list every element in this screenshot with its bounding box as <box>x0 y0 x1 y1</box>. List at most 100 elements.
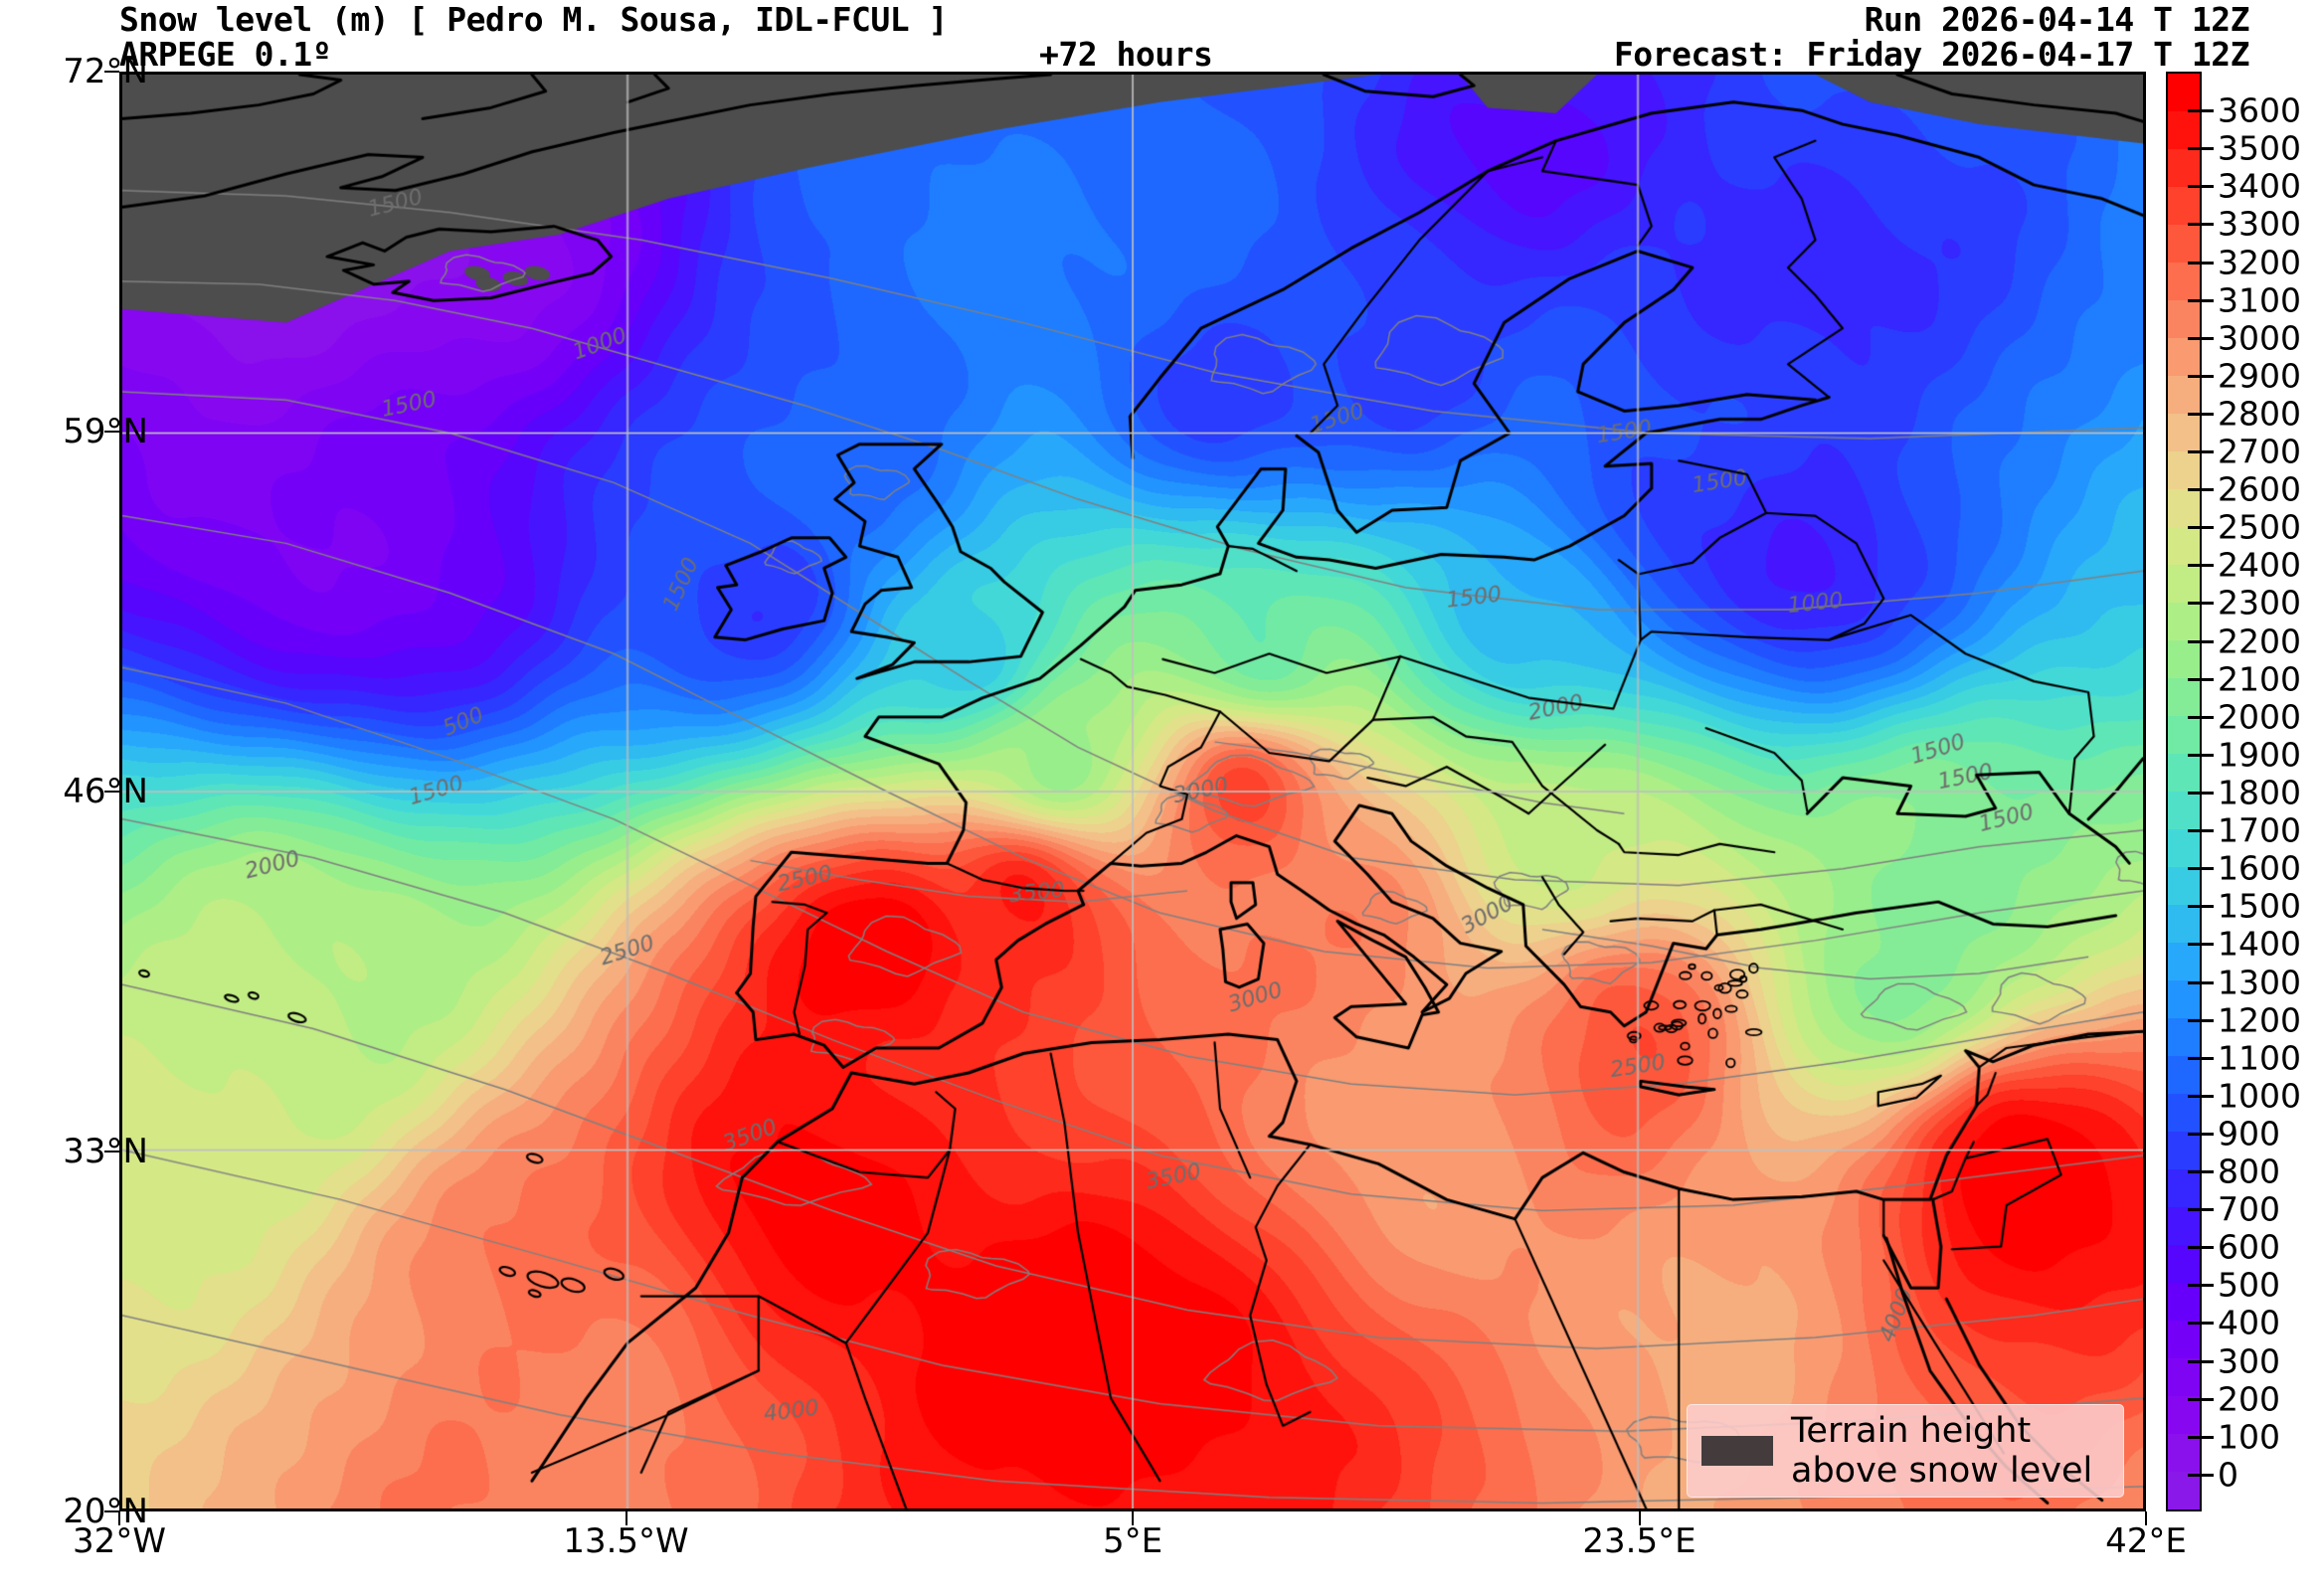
lead-time-label: +72 hours <box>1039 37 1212 72</box>
colorbar-tick-label: 1300 <box>2218 963 2301 1001</box>
colorbar-tick-label: 200 <box>2218 1379 2280 1418</box>
colorbar-tick-label: 2900 <box>2218 356 2301 395</box>
colorbar-tick-label: 1400 <box>2218 925 2301 964</box>
lat-tick-mark <box>104 71 119 73</box>
lat-tick-mark <box>104 1510 119 1512</box>
terrain-legend-line2: above snow level <box>1791 1451 2092 1491</box>
colorbar-tick-label: 700 <box>2218 1190 2280 1229</box>
colorbar-tick-mark <box>2188 375 2214 378</box>
colorbar-tick-label: 3400 <box>2218 167 2301 206</box>
lon-tick-mark <box>2145 1511 2147 1525</box>
colorbar-tick-label: 1900 <box>2218 735 2301 774</box>
colorbar-tick-mark <box>2188 223 2214 226</box>
snow-level-heatmap <box>122 75 2143 1508</box>
colorbar-tick-mark <box>2188 526 2214 529</box>
lon-tick-mark <box>118 1511 120 1525</box>
lon-tick-label: 23.5°E <box>1582 1521 1696 1561</box>
colorbar-tick-label: 2500 <box>2218 508 2301 547</box>
lon-tick-label: 5°E <box>1103 1521 1162 1561</box>
colorbar-tick-mark <box>2188 1322 2214 1325</box>
colorbar-tick-label: 1000 <box>2218 1076 2301 1115</box>
header-line-bottom: ARPEGE 0.1º +72 hours Forecast: Friday 2… <box>0 37 2324 72</box>
colorbar-tick-label: 2100 <box>2218 659 2301 698</box>
colorbar-tick-label: 1500 <box>2218 887 2301 926</box>
colorbar-tick-label: 3300 <box>2218 205 2301 244</box>
colorbar-tick-mark <box>2188 981 2214 984</box>
colorbar-tick-mark <box>2188 867 2214 870</box>
terrain-legend-label: Terrain height above snow level <box>1791 1411 2092 1491</box>
lon-tick-label: 42°E <box>2105 1521 2187 1561</box>
colorbar-tick-mark <box>2188 905 2214 908</box>
header-line-top: Snow level (m) [ Pedro M. Sousa, IDL-FCU… <box>0 2 2324 37</box>
colorbar-tick-mark <box>2188 1360 2214 1363</box>
colorbar-tick-label: 1100 <box>2218 1038 2301 1077</box>
colorbar-tick-label: 900 <box>2218 1114 2280 1153</box>
colorbar-tick-label: 3100 <box>2218 280 2301 319</box>
lon-tick-label: 13.5°W <box>563 1521 688 1561</box>
lat-tick-mark <box>104 791 119 793</box>
colorbar-tick-mark <box>2188 1057 2214 1060</box>
colorbar-tick-label: 0 <box>2218 1455 2238 1494</box>
colorbar-tick-mark <box>2188 1436 2214 1439</box>
colorbar-tick-mark <box>2188 299 2214 302</box>
colorbar-tick-mark <box>2188 488 2214 491</box>
colorbar-tick-mark <box>2188 450 2214 453</box>
colorbar-tick-mark <box>2188 147 2214 150</box>
colorbar-tick-mark <box>2188 413 2214 416</box>
terrain-legend-line1: Terrain height <box>1791 1411 2092 1451</box>
lat-tick-mark <box>104 1151 119 1153</box>
colorbar-tick-label: 2000 <box>2218 697 2301 736</box>
lon-tick-mark <box>1639 1511 1641 1525</box>
model-label: ARPEGE 0.1º <box>119 37 331 72</box>
lon-tick-mark <box>626 1511 627 1525</box>
colorbar-tick-label: 500 <box>2218 1266 2280 1305</box>
colorbar-tick-mark <box>2188 1474 2214 1477</box>
forecast-timestamp: Forecast: Friday 2026-04-17 T 12Z <box>1614 37 2249 72</box>
colorbar-tick-mark <box>2188 1170 2214 1173</box>
map-plot-area <box>119 72 2146 1511</box>
colorbar-tick-mark <box>2188 1246 2214 1249</box>
colorbar-tick-label: 1800 <box>2218 774 2301 812</box>
colorbar-tick-mark <box>2188 943 2214 946</box>
colorbar-tick-mark <box>2188 337 2214 340</box>
colorbar-tick-label: 1700 <box>2218 811 2301 850</box>
colorbar-tick-mark <box>2188 185 2214 188</box>
colorbar-tick-label: 2300 <box>2218 584 2301 622</box>
colorbar-tick-label: 1600 <box>2218 849 2301 888</box>
colorbar-tick-label: 3600 <box>2218 91 2301 130</box>
lat-tick-mark <box>104 431 119 433</box>
colorbar-tick-label: 3000 <box>2218 318 2301 357</box>
header: Snow level (m) [ Pedro M. Sousa, IDL-FCU… <box>0 0 2324 70</box>
colorbar: 0 100 200 300 400 500 600 700 800 900 1000 1100 1200… <box>2166 72 2324 1511</box>
colorbar-tick-mark <box>2188 1019 2214 1022</box>
colorbar-tick-label: 2200 <box>2218 621 2301 660</box>
lon-tick-mark <box>1132 1511 1134 1525</box>
colorbar-tick-label: 100 <box>2218 1417 2280 1456</box>
colorbar-tick-mark <box>2188 1398 2214 1401</box>
colorbar-tick-label: 800 <box>2218 1153 2280 1191</box>
colorbar-tick-mark <box>2188 1133 2214 1136</box>
colorbar-tick-mark <box>2188 792 2214 795</box>
colorbar-tick-label: 2400 <box>2218 546 2301 585</box>
page-title: Snow level (m) [ Pedro M. Sousa, IDL-FCU… <box>119 2 948 37</box>
colorbar-tick-label: 400 <box>2218 1304 2280 1342</box>
colorbar-tick-label: 600 <box>2218 1228 2280 1267</box>
colorbar-tick-mark <box>2188 262 2214 265</box>
terrain-swatch-icon <box>1701 1436 1773 1466</box>
colorbar-tick-mark <box>2188 1208 2214 1211</box>
lon-tick-label: 32°W <box>73 1521 166 1561</box>
colorbar-tick-label: 3500 <box>2218 129 2301 168</box>
colorbar-tick-mark <box>2188 109 2214 112</box>
colorbar-tick-mark <box>2188 1095 2214 1098</box>
colorbar-tick-mark <box>2188 678 2214 681</box>
colorbar-tick-label: 2600 <box>2218 470 2301 509</box>
colorbar-tick-label: 3200 <box>2218 243 2301 281</box>
colorbar-tick-mark <box>2188 1284 2214 1287</box>
colorbar-tick-label: 1200 <box>2218 1000 2301 1039</box>
colorbar-tick-mark <box>2188 754 2214 757</box>
colorbar-tick-mark <box>2188 602 2214 605</box>
terrain-legend: Terrain height above snow level <box>1687 1404 2124 1498</box>
colorbar-tick-mark <box>2188 716 2214 719</box>
colorbar-tick-mark <box>2188 640 2214 643</box>
colorbar-tick-mark <box>2188 829 2214 832</box>
